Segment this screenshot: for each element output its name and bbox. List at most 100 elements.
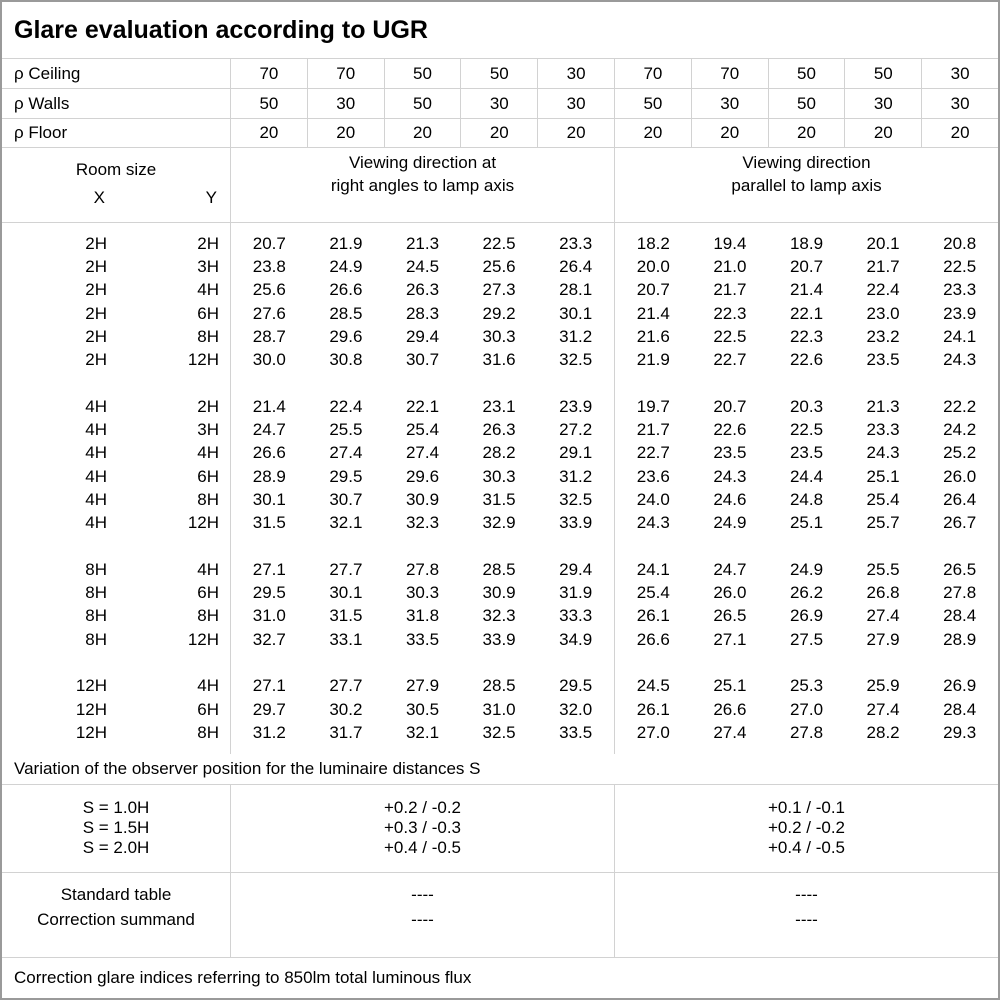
ugr-value: 26.2 <box>789 583 824 603</box>
ugr-value: 25.3 <box>789 676 824 696</box>
ugr-value: 27.8 <box>943 583 977 603</box>
ugr-room-row: 8H 4H <box>2 558 230 581</box>
ugr-parallel-column: 18.2 19.4 18.9 20.1 20.8 20.0 21.0 20.7 21.7 22.5… <box>614 223 998 754</box>
ugr-value: 23.0 <box>866 303 900 323</box>
ugr-value: 21.3 <box>866 396 900 416</box>
room-y-value: 3H <box>197 256 219 276</box>
spacing-row-label: S = 1.0H <box>82 798 150 817</box>
ugr-value: 28.9 <box>943 629 977 649</box>
room-x-value: 4H <box>85 396 107 416</box>
ugr-value: 23.3 <box>866 420 900 440</box>
ugr-value: 27.4 <box>329 443 363 463</box>
room-y-value: 8H <box>197 722 219 742</box>
ugr-value: 23.5 <box>789 443 824 463</box>
room-x-value: 4H <box>85 443 107 463</box>
ugr-value <box>845 651 922 674</box>
ugr-value: 22.3 <box>713 303 747 323</box>
ugr-value: 28.4 <box>943 699 977 719</box>
spacing-crosswise-column: +0.2 / -0.2 +0.3 / -0.3 +0.4 / -0.5 <box>230 785 614 872</box>
ugr-value <box>615 372 692 395</box>
ugr-value: 28.2 <box>482 443 516 463</box>
ugr-spacer-row <box>615 535 998 558</box>
ugr-value: 31.7 <box>329 722 363 742</box>
ugr-value: 26.9 <box>943 676 977 696</box>
parallel-group-header: Viewing direction parallel to lamp axis <box>614 148 998 222</box>
ugr-value: 20.1 <box>866 233 900 253</box>
ugr-value: 28.5 <box>482 559 516 579</box>
ugr-value: 23.1 <box>482 396 516 416</box>
ugr-value: 30.7 <box>405 350 440 370</box>
ugr-value: 20.3 <box>789 396 824 416</box>
ugr-value: 21.9 <box>329 233 363 253</box>
ugr-value: 27.0 <box>636 722 670 742</box>
ugr-room-row: 2H 8H <box>2 325 230 348</box>
ugr-value: 32.9 <box>482 513 516 533</box>
crosswise-header-line2: right angles to lamp axis <box>330 176 515 195</box>
variation-note: Variation of the observer position for t… <box>14 759 481 778</box>
ugr-value: 25.6 <box>252 280 286 300</box>
ugr-value: 26.3 <box>405 280 440 300</box>
ugr-crosswise-row: 20.7 21.9 21.3 22.5 23.3 <box>231 232 614 255</box>
ugr-room-row: 4H 8H <box>2 488 230 511</box>
ugr-value: 30.9 <box>482 583 516 603</box>
spacing-parallel-value: +0.1 / -0.1 <box>767 798 846 817</box>
summary-crosswise-column: ---- ---- <box>230 873 614 957</box>
room-y-value: 4H <box>197 443 219 463</box>
ugr-value: 26.7 <box>943 513 977 533</box>
reflectance-value-cell: 20 <box>537 119 614 147</box>
ugr-value: 29.7 <box>252 699 286 719</box>
reflectance-value-cell: 50 <box>767 89 845 118</box>
reflectance-value-cell: 70 <box>690 59 768 88</box>
ugr-value: 27.5 <box>789 629 824 649</box>
room-y-value: 8H <box>197 489 219 509</box>
ugr-value: 26.0 <box>713 583 747 603</box>
room-size-label: Room size <box>75 160 157 179</box>
ugr-value: 23.9 <box>559 396 593 416</box>
room-y-value <box>112 535 230 558</box>
room-x-value: 12H <box>75 676 107 696</box>
ugr-value: 20.7 <box>789 256 824 276</box>
room-x-value: 8H <box>85 606 107 626</box>
ugr-room-row: 4H 3H <box>2 418 230 441</box>
room-y-value: 2H <box>197 233 219 253</box>
ugr-value: 27.1 <box>713 629 747 649</box>
room-x-value: 12H <box>75 722 107 742</box>
ugr-room-row: 2H 6H <box>2 302 230 325</box>
ugr-crosswise-row: 30.0 30.8 30.7 31.6 32.5 <box>231 348 614 371</box>
reflectance-value-cell: 50 <box>614 89 691 118</box>
spacing-crosswise-value: +0.4 / -0.5 <box>383 838 462 857</box>
ugr-spacer-row <box>615 651 998 674</box>
ugr-value: 31.0 <box>482 699 516 719</box>
ugr-parallel-row: 21.6 22.5 22.3 23.2 24.1 <box>615 325 998 348</box>
ugr-value: 32.5 <box>482 722 516 742</box>
page-title: Glare evaluation according to UGR <box>14 15 428 44</box>
spacing-row-label: S = 2.0H <box>82 838 150 857</box>
reflectance-value-cell: 20 <box>844 119 921 147</box>
room-y-value: 6H <box>197 466 219 486</box>
ugr-value: 29.1 <box>559 443 593 463</box>
room-y-value: 12H <box>187 350 219 370</box>
summary-row-label: Correction summand <box>37 910 195 929</box>
ugr-value: 30.8 <box>329 350 363 370</box>
ugr-room-row: 4H 4H <box>2 442 230 465</box>
footer-note: Correction glare indices referring to 85… <box>14 968 472 987</box>
ugr-value: 26.6 <box>329 280 363 300</box>
reflectance-row: ρ Floor 20 20 20 20 20 20 20 20 20 20 <box>2 119 998 148</box>
x-column-header: X <box>93 188 105 207</box>
ugr-room-column: 2H 2H 2H 3H 2H 4H 2H 6H 2H 8H 2H 12H 4H 2H 4H 3H 4H 4H 4H 6… <box>2 223 230 754</box>
spacing-corrections-band: S = 1.0H S = 1.5H S = 2.0H +0.2 / -0.2 +… <box>2 785 998 873</box>
reflectance-value-cell: 70 <box>230 59 307 88</box>
room-x-value: 2H <box>85 350 107 370</box>
ugr-value: 21.7 <box>866 256 900 276</box>
ugr-value: 24.3 <box>636 513 670 533</box>
ugr-value <box>384 651 461 674</box>
ugr-value: 25.4 <box>866 489 900 509</box>
ugr-value: 23.3 <box>559 233 593 253</box>
room-x-value: 2H <box>85 233 107 253</box>
ugr-crosswise-row: 30.1 30.7 30.9 31.5 32.5 <box>231 488 614 511</box>
ugr-parallel-row: 24.0 24.6 24.8 25.4 26.4 <box>615 488 998 511</box>
ugr-value <box>231 535 308 558</box>
ugr-value: 25.4 <box>405 420 440 440</box>
ugr-value: 22.5 <box>713 326 747 346</box>
